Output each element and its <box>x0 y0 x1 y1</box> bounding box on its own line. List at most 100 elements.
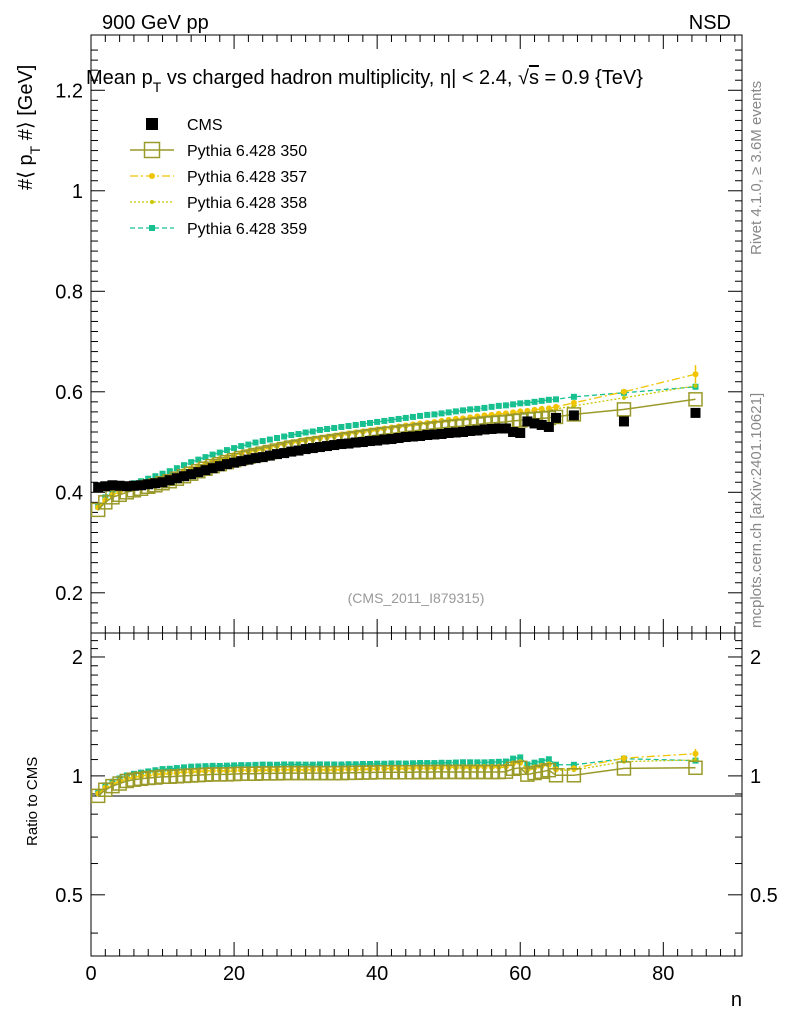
ratio-y-axis-label: Ratio to CMS <box>24 757 41 846</box>
ratio-tick-label: 1 <box>72 766 83 788</box>
ratio-tick-label-right: 1 <box>750 766 761 788</box>
series-pythia-6-428-359-point <box>324 425 331 432</box>
series-pythia-6-428-359-point <box>166 468 173 475</box>
title-eta: η <box>440 67 451 89</box>
series-cms-point <box>400 432 411 443</box>
series-pythia-6-428-359-point <box>209 451 216 458</box>
series-cms-point <box>515 427 526 438</box>
series-pythia-6-428-359-point <box>417 412 424 419</box>
series-pythia-6-428-359-ratio-point <box>259 761 266 768</box>
series-cms-point <box>479 424 490 435</box>
series-pythia-6-428-359-ratio-point <box>202 763 209 770</box>
series-pythia-6-428-359-point <box>245 441 252 448</box>
series-pythia-6-428-359-ratio-point <box>570 761 577 768</box>
series-cms-point <box>493 423 504 434</box>
series-pythia-6-428-359-point <box>266 436 273 443</box>
series-pythia-6-428-359-point <box>281 433 288 440</box>
series-pythia-6-428-359-ratio-point <box>388 760 395 767</box>
series-cms-point <box>272 449 282 460</box>
analysis-watermark: (CMS_2011_I879315) <box>348 590 485 606</box>
series-pythia-6-428-359-ratio-point <box>281 761 288 768</box>
series-pythia-6-428-359-ratio-point <box>352 761 359 768</box>
series-pythia-6-428-359-ratio-point <box>367 761 373 768</box>
series-pythia-6-428-359-ratio-point <box>252 761 259 768</box>
header-left: 900 GeV pp <box>102 12 209 34</box>
series-cms-point <box>365 436 375 447</box>
series-pythia-6-428-359-ratio-point <box>324 761 331 768</box>
series-pythia-6-428-359-ratio-point <box>223 762 230 769</box>
title-post-eta: | < 2.4, <box>451 67 518 89</box>
series-pythia-6-428-359-point <box>524 399 531 406</box>
series-cms-point <box>100 481 111 492</box>
series-pythia-6-428-357-point <box>570 399 577 406</box>
series-cms-point <box>171 473 182 484</box>
mcplots-label: mcplots.cern.ch [arXiv:2401.10621] <box>748 393 765 628</box>
series-pythia-6-428-358-line <box>97 385 696 509</box>
ylabel-sub: T <box>27 145 43 154</box>
series-pythia-6-428-359-ratio-point <box>402 760 409 767</box>
series-cms-point <box>357 437 368 448</box>
series-pythia-6-428-358-point <box>621 395 626 400</box>
series-pythia-6-428-357-ratio-line <box>97 753 696 794</box>
series-pythia-6-428-359-ratio-point <box>338 761 345 768</box>
title-sub: T <box>153 79 162 95</box>
series-pythia-6-428-357-ratio-point <box>620 755 627 762</box>
series-cms-point <box>486 423 497 434</box>
series-cms-point <box>536 419 547 430</box>
rivet-label: Rivet 4.1.0, ≥ 3.6M events <box>748 81 765 255</box>
series-pythia-6-428-359-ratio-point <box>181 764 187 771</box>
ratio-series <box>90 748 703 804</box>
series-pythia-6-428-359-point <box>309 428 316 435</box>
y-tick-label: 0.8 <box>55 281 83 303</box>
series-cms-point <box>186 469 197 480</box>
series-cms-point <box>458 426 468 437</box>
series-cms-point <box>200 465 211 476</box>
series-cms-point <box>221 459 232 470</box>
series-cms-point <box>543 421 554 432</box>
series-pythia-6-428-350-point <box>548 409 564 425</box>
series-pythia-6-428-359-ratio-point <box>238 762 245 769</box>
series-pythia-6-428-359-point <box>431 411 438 418</box>
series-cms-point <box>121 481 132 492</box>
ratio-tick-label: 2 <box>72 647 83 669</box>
main-series <box>90 365 703 518</box>
series-pythia-6-428-359-point <box>173 465 180 472</box>
series-pythia-6-428-359-ratio-point <box>302 761 309 768</box>
series-pythia-6-428-359-point <box>202 454 209 461</box>
series-pythia-6-428-359-point <box>159 470 166 477</box>
series-pythia-6-428-359-point <box>316 426 323 433</box>
x-axis-label: n <box>731 989 742 1011</box>
series-cms-point <box>300 444 311 455</box>
series-pythia-6-428-350-ratio-point <box>616 761 632 776</box>
series-cms-point <box>264 450 275 461</box>
series-pythia-6-428-359-ratio-point <box>345 761 352 768</box>
series-pythia-6-428-359-point <box>345 422 352 429</box>
series-cms-point <box>179 471 189 482</box>
series-pythia-6-428-359-ratio-point <box>545 756 552 763</box>
y-tick-label: 1 <box>72 181 83 203</box>
ratio-tick-label: 0.5 <box>55 885 83 907</box>
legend-pythia-6-428-358-marker <box>150 200 154 204</box>
series-pythia-6-428-359-point <box>359 420 366 427</box>
series-pythia-6-428-359-point <box>381 417 388 424</box>
series-cms-point <box>207 463 218 474</box>
series-cms-point <box>193 467 204 478</box>
series-pythia-6-428-359-point <box>553 396 559 403</box>
series-pythia-6-428-359-ratio-point <box>481 759 488 766</box>
series-cms-point <box>690 407 701 418</box>
series-pythia-6-428-359-point <box>445 409 452 416</box>
title-post: = 0.9 {TeV} <box>539 67 643 89</box>
series-cms-point <box>422 430 433 441</box>
series-pythia-6-428-359-point <box>495 402 502 409</box>
series-pythia-6-428-359-ratio-point <box>531 759 538 766</box>
series-pythia-6-428-359-ratio-point <box>274 761 280 768</box>
series-cms-point <box>415 431 426 442</box>
y-tick-label: 0.6 <box>55 382 83 404</box>
series-pythia-6-428-359-point <box>231 445 238 452</box>
series-pythia-6-428-359-point <box>238 443 245 450</box>
series-cms-point <box>107 480 118 491</box>
series-pythia-6-428-359-ratio-point <box>266 761 273 768</box>
series-pythia-6-428-359-point <box>438 410 445 417</box>
series-pythia-6-428-359-ratio-point <box>195 763 202 770</box>
